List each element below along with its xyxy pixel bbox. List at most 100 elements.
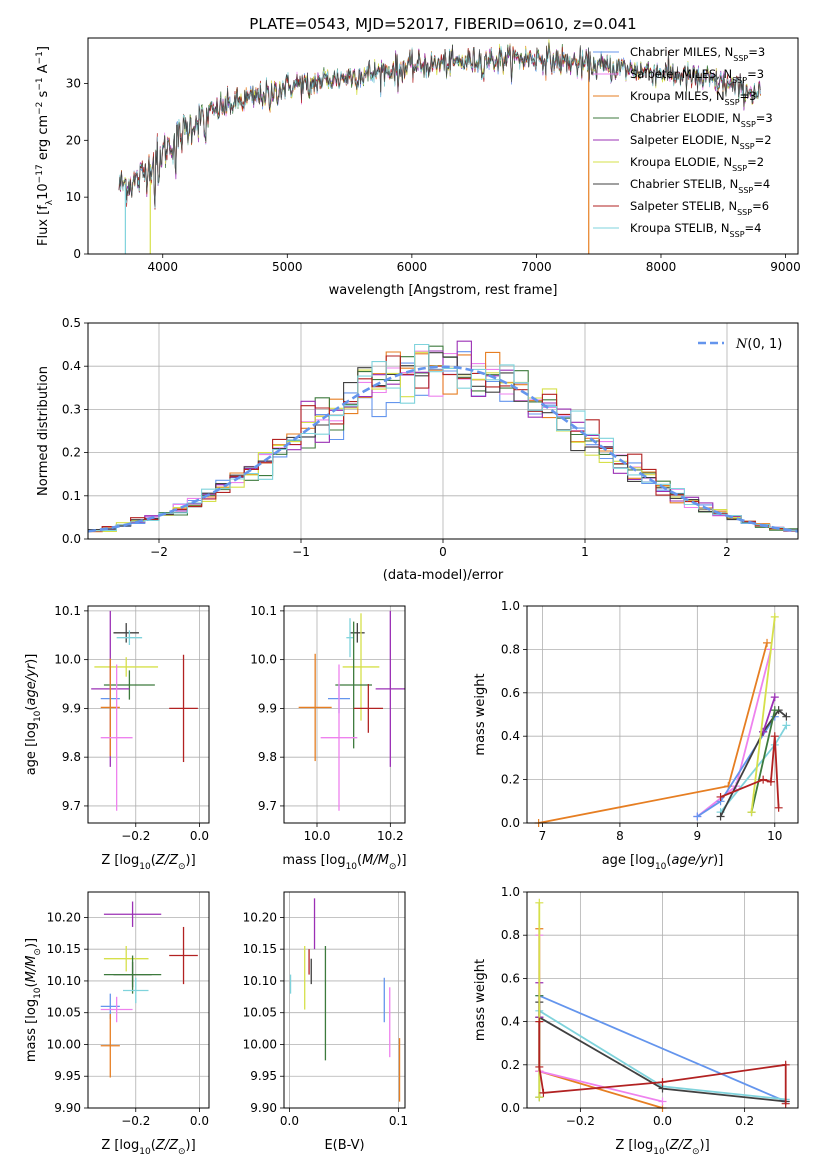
y-tick-label: 1.0 <box>501 599 520 613</box>
y-tick-label: 9.8 <box>62 750 81 764</box>
y-tick-label: 10 <box>66 190 81 204</box>
x-tick-label: 1 <box>581 545 589 559</box>
legend-value: =3 <box>740 89 757 103</box>
y-axis-label-part: erg cm <box>36 115 51 164</box>
y-tick-label: 0.0 <box>501 1101 520 1115</box>
y-axis-label-part: 10 <box>33 987 43 999</box>
y-tick-label: 0.8 <box>501 928 520 942</box>
x-axis-label-part: 10 <box>653 1147 665 1157</box>
y-axis-label-part: ] <box>36 46 51 51</box>
x-axis-label-part: (data-model)/error <box>383 568 504 583</box>
y-axis-label-part: ⊙ <box>33 948 43 956</box>
weight-marker <box>535 898 544 907</box>
x-axis-label-part: ⊙ <box>692 1147 700 1157</box>
x-tick-label: 2 <box>723 545 731 559</box>
y-axis-label: mass [log10(M/M⊙)] <box>24 938 43 1062</box>
axes-mass-vs-EBV: 0.0 0.1 9.90 9.95 10.00 10.05 10.10 10.15 10.20 E… <box>243 891 408 1153</box>
y-tick-label: 0.2 <box>501 1058 520 1072</box>
weight-marker <box>747 808 756 817</box>
weight-marker <box>774 803 783 812</box>
legend-label: Kroupa MILES, N <box>630 89 725 103</box>
y-tick-label: 10.1 <box>250 604 277 618</box>
axes-spectrum: 4000 5000 6000 7000 8000 9000 0 10 20 30 Chabrier … <box>35 37 801 298</box>
x-axis-label-part: )] <box>186 1138 196 1153</box>
x-tick-label: 5000 <box>272 260 303 274</box>
legend-sub: SSP <box>732 76 747 85</box>
y-tick-label: 0.5 <box>62 316 81 330</box>
x-axis-label-part: age [log <box>602 853 655 868</box>
x-axis-label-part: )] <box>713 853 723 868</box>
x-axis-label: age [log10(age/yr)] <box>602 853 724 872</box>
axes-age-vs-mass: 10.0 10.2 9.7 9.8 9.9 10.0 10.1 mass [log10(M/M… <box>250 604 406 872</box>
x-axis-label-part: ( <box>151 853 156 868</box>
x-axis-label: Z [log10(Z/Z⊙)] <box>615 1138 709 1157</box>
y-tick-label: 9.7 <box>258 799 277 813</box>
y-axis-label-part: −17 <box>35 164 45 183</box>
legend-sub: SSP <box>737 208 752 217</box>
y-tick-label: 0.6 <box>501 686 520 700</box>
y-axis-label-part: mass [log <box>24 999 39 1062</box>
x-tick-label: 7000 <box>521 260 552 274</box>
weight-marker <box>716 792 725 801</box>
normal-reference-curve <box>87 365 799 533</box>
legend-sub: SSP <box>730 230 745 239</box>
y-tick-label: 0.8 <box>501 642 520 656</box>
legend-label: Salpeter ELODIE, N <box>630 133 740 147</box>
y-tick-label: 10.15 <box>243 942 277 956</box>
legend-value: =3 <box>756 111 773 125</box>
x-axis-label-part: Z [log <box>101 853 139 868</box>
y-axis-label-part: −1 <box>35 51 45 64</box>
x-axis-label-part: 10 <box>139 1147 151 1157</box>
x-axis-label-part: Z [log <box>615 1138 653 1153</box>
weight-marker <box>535 1017 544 1026</box>
legend-sub: SSP <box>738 186 753 195</box>
legend-label: Salpeter STELIB, N <box>630 199 737 213</box>
axes-residuals: −2 −1 0 1 2 0.0 0.1 0.2 0.3 0.4 0.5 N(0, 1) (data-mo… <box>36 316 799 583</box>
weight-series-line <box>719 708 787 817</box>
legend-sub: SSP <box>740 142 755 151</box>
weight-marker <box>693 812 702 821</box>
weight-series-line <box>538 994 787 1103</box>
y-axis-label: mass weight <box>473 959 488 1041</box>
legend-entry: N(0, 1) <box>735 337 782 352</box>
x-axis-label-part: mass [log <box>282 853 345 868</box>
x-tick-label: 10 <box>767 829 782 843</box>
y-tick-label: 10.00 <box>47 1037 81 1051</box>
y-tick-label: 9.90 <box>250 1101 277 1115</box>
axes-frame <box>526 605 799 824</box>
y-tick-label: 10.10 <box>47 974 81 988</box>
axes-frame <box>87 322 799 540</box>
x-tick-label: 0.0 <box>190 829 209 843</box>
x-axis-label-part: ( <box>665 1138 670 1153</box>
legend-value: =4 <box>753 177 770 191</box>
legend-label: Kroupa ELODIE, N <box>630 155 732 169</box>
weight-marker <box>770 693 779 702</box>
y-tick-label: 10.00 <box>243 1037 277 1051</box>
x-axis-label-part: E(B-V) <box>324 1138 364 1153</box>
x-tick-label: 0.0 <box>280 1114 299 1128</box>
figure-title: PLATE=0543, MJD=52017, FIBERID=0610, z=0… <box>249 15 636 33</box>
x-axis-label-part: ⊙ <box>178 862 186 872</box>
weight-marker <box>770 612 779 621</box>
weight-series-line <box>750 616 776 813</box>
spectrum-line <box>118 42 761 207</box>
y-axis-label-part: −2 <box>35 102 45 115</box>
y-axis-label-part: mass weight <box>473 673 488 755</box>
x-tick-label: 9 <box>694 829 702 843</box>
y-axis-label-part: ( <box>24 706 39 711</box>
y-tick-label: 10.05 <box>243 1006 277 1020</box>
x-axis-label: Z [log10(Z/Z⊙)] <box>101 853 195 872</box>
weight-series-line <box>538 1021 787 1104</box>
legend-value: =3 <box>747 67 764 81</box>
legend-entry: Chabrier ELODIE, NSSP=3 <box>630 111 773 129</box>
x-axis-label-part: ( <box>666 853 671 868</box>
weight-marker <box>539 1088 548 1097</box>
x-tick-label: 0.0 <box>653 1114 672 1128</box>
y-tick-label: 9.9 <box>258 701 277 715</box>
axes-frame <box>87 605 210 824</box>
axes-weight-vs-Z: −0.2 0.0 0.2 0.0 0.2 0.4 0.6 0.8 1.0 Z [log10(Z/Z… <box>473 885 799 1157</box>
weight-marker <box>770 706 779 715</box>
y-tick-label: 9.9 <box>62 701 81 715</box>
weight-marker <box>759 775 768 784</box>
